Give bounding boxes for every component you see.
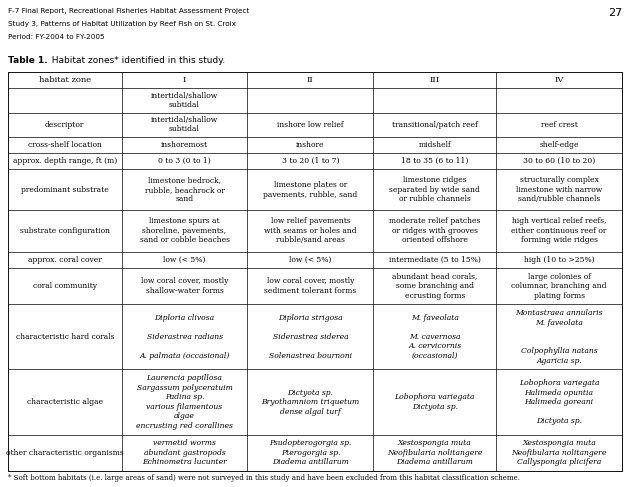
Text: Diploria strigosa

Siderastrea siderea

Solenastrea bournoni: Diploria strigosa Siderastrea siderea So… [269, 314, 352, 360]
Text: transitional/patch reef: transitional/patch reef [392, 121, 478, 129]
Text: Xestospongia muta
Neofibularia nolitangere
Callyspongia plicifera: Xestospongia muta Neofibularia nolitange… [512, 439, 607, 467]
Text: low coral cover, mostly
shallow-water forms: low coral cover, mostly shallow-water fo… [141, 277, 228, 295]
Text: coral community: coral community [33, 282, 97, 290]
Text: substrate configuration: substrate configuration [20, 227, 110, 235]
Text: low (< 5%): low (< 5%) [289, 256, 331, 264]
Text: intermediate (5 to 15%): intermediate (5 to 15%) [389, 256, 481, 264]
Text: I: I [183, 76, 186, 84]
Text: other characteristic organisms: other characteristic organisms [6, 449, 123, 457]
Text: 3 to 20 (1 to 7): 3 to 20 (1 to 7) [282, 157, 339, 165]
Text: low (< 5%): low (< 5%) [163, 256, 206, 264]
Text: shelf-edge: shelf-edge [539, 141, 579, 149]
Text: M. faveolata

M. cavernosa
A. cervicornis
(occasional): M. faveolata M. cavernosa A. cervicornis… [408, 314, 461, 360]
Text: II: II [307, 76, 314, 84]
Text: Psudopterogorgia sp.
Pterogorgia sp.
Diadema antillarum: Psudopterogorgia sp. Pterogorgia sp. Dia… [269, 439, 352, 467]
Text: descriptor: descriptor [45, 121, 84, 129]
Text: 30 to 60 (10 to 20): 30 to 60 (10 to 20) [523, 157, 595, 165]
Text: limestone ridges
separated by wide sand
or rubble channels: limestone ridges separated by wide sand … [389, 176, 480, 204]
Text: * Soft bottom habitats (i.e. large areas of sand) were not surveyed in this stud: * Soft bottom habitats (i.e. large areas… [8, 474, 520, 482]
Text: inshore low relief: inshore low relief [277, 121, 344, 129]
Text: intertidal/shallow
subtidal: intertidal/shallow subtidal [151, 92, 218, 109]
Text: predominant substrate: predominant substrate [21, 186, 108, 194]
Text: low relief pavements
with seams or holes and
rubble/sand areas: low relief pavements with seams or holes… [264, 218, 357, 244]
Text: moderate relief patches
or ridges with grooves
oriented offshore: moderate relief patches or ridges with g… [389, 218, 481, 244]
Text: Xestospongia muta
Neofibularia nolitangere
Diadema antillarum: Xestospongia muta Neofibularia nolitange… [387, 439, 483, 467]
Text: Dictyota sp.
Bryothamniom triquetum
dense algal turf: Dictyota sp. Bryothamniom triquetum dens… [261, 389, 360, 415]
Text: intertidal/shallow
subtidal: intertidal/shallow subtidal [151, 116, 218, 133]
Text: cross-shelf location: cross-shelf location [28, 141, 101, 149]
Text: limestone plates or
pavements, rubble, sand: limestone plates or pavements, rubble, s… [263, 181, 357, 199]
Text: large colonies of
columnar, branching and
plating forms: large colonies of columnar, branching an… [512, 273, 607, 300]
Text: inshoremost: inshoremost [161, 141, 208, 149]
Text: Lobophora variegata
Dictyota sp.: Lobophora variegata Dictyota sp. [394, 393, 475, 411]
Text: limestone spurs at
shoreline, pavements,
sand or cobble beaches: limestone spurs at shoreline, pavements,… [139, 218, 229, 244]
Text: characteristic algae: characteristic algae [26, 398, 103, 406]
Text: Diploria clivosa

Siderastrea radians

A. palmata (occasional): Diploria clivosa Siderastrea radians A. … [139, 314, 230, 360]
Text: 0 to 3 (0 to 1): 0 to 3 (0 to 1) [158, 157, 211, 165]
Text: structurally complex
limestone with narrow
sand/rubble channels: structurally complex limestone with narr… [516, 176, 602, 204]
Text: approx. coral cover: approx. coral cover [28, 256, 101, 264]
Text: Study 3, Patterns of Habitat Utilization by Reef Fish on St. Croix: Study 3, Patterns of Habitat Utilization… [8, 21, 236, 27]
Text: high vertical relief reefs,
either continuous reef or
forming wide ridges: high vertical relief reefs, either conti… [512, 218, 607, 244]
Text: characteristic hard corals: characteristic hard corals [16, 333, 114, 341]
Text: high (10 to >25%): high (10 to >25%) [524, 256, 594, 264]
Text: F-7 Final Report, Recreational Fisheries Habitat Assessment Project: F-7 Final Report, Recreational Fisheries… [8, 8, 249, 14]
Text: abundant head corals,
some branching and
ecrusting forms: abundant head corals, some branching and… [392, 273, 478, 300]
Text: III: III [430, 76, 440, 84]
Text: vermetid worms
abundant gastropods
Echinometra lucunter: vermetid worms abundant gastropods Echin… [142, 439, 227, 467]
Text: habitat zone: habitat zone [38, 76, 91, 84]
Text: Laurencia papillosa
Sargassum polyceratuim
Padina sp.
various filamentous
algae
: Laurencia papillosa Sargassum polyceratu… [136, 375, 233, 430]
Text: IV: IV [554, 76, 564, 84]
Text: inshore: inshore [296, 141, 324, 149]
Bar [8, 72, 622, 471]
Text: 18 to 35 (6 to 11): 18 to 35 (6 to 11) [401, 157, 469, 165]
Text: Lobophora variegata
Halimeda opuntia
Halimeda goreani

Dictyota sp.: Lobophora variegata Halimeda opuntia Hal… [519, 379, 599, 425]
Text: midshelf: midshelf [418, 141, 451, 149]
Text: limestone bedrock,
rubble, beachrock or
sand: limestone bedrock, rubble, beachrock or … [145, 176, 224, 204]
Text: Montastraea annularis
M. faveolata


Colpophyllia natans
Agaricia sp.: Montastraea annularis M. faveolata Colpo… [515, 309, 603, 365]
Text: Period: FY-2004 to FY-2005: Period: FY-2004 to FY-2005 [8, 34, 105, 40]
Text: reef crest: reef crest [541, 121, 578, 129]
Text: low coral cover, mostly
sediment tolerant forms: low coral cover, mostly sediment toleran… [264, 277, 357, 295]
Text: Table 1.: Table 1. [8, 56, 48, 65]
Text: approx. depth range, ft (m): approx. depth range, ft (m) [13, 157, 117, 165]
Text: Habitat zones* identified in this study.: Habitat zones* identified in this study. [46, 56, 226, 65]
Text: 27: 27 [608, 8, 622, 18]
